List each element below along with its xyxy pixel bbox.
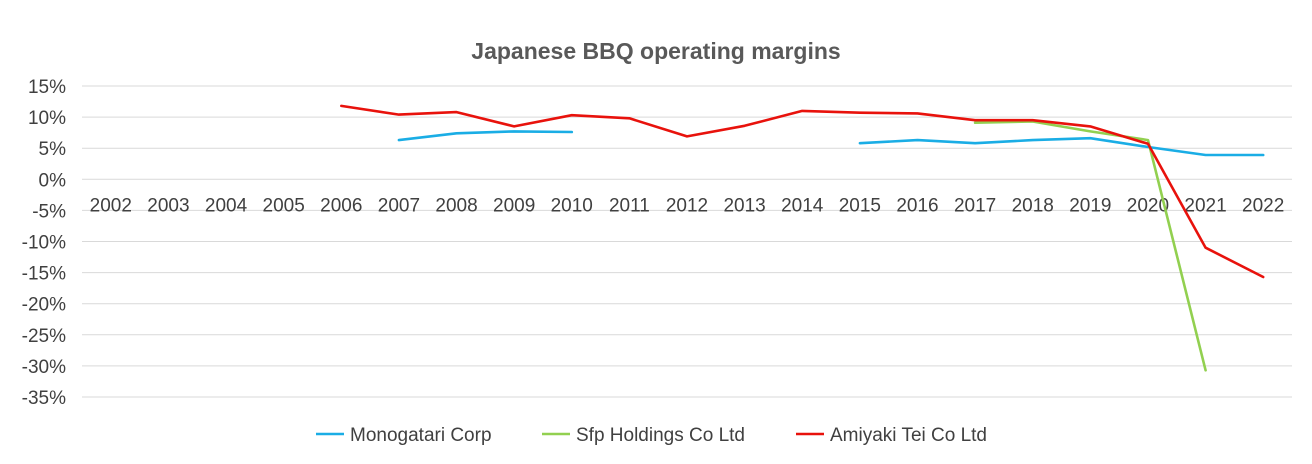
chart-title: Japanese BBQ operating margins — [471, 38, 840, 64]
x-tick-label: 2017 — [954, 195, 996, 216]
gridlines — [82, 85, 1292, 398]
x-tick-label: 2013 — [723, 195, 765, 216]
y-tick-label: -20% — [22, 295, 66, 316]
y-tick-label: -10% — [22, 233, 66, 254]
x-tick-label: 2018 — [1012, 195, 1054, 216]
y-tick-label: -15% — [22, 264, 66, 285]
series-line-1 — [858, 136, 1265, 157]
series-line-2 — [973, 120, 1207, 372]
x-tick-label: 2002 — [90, 195, 132, 216]
x-tick-label: 2010 — [551, 195, 593, 216]
x-tick-label: 2008 — [435, 195, 477, 216]
y-tick-label: -30% — [22, 357, 66, 378]
y-tick-label: 0% — [39, 170, 67, 191]
y-tick-label: 5% — [39, 139, 67, 160]
series-layer — [339, 104, 1265, 372]
x-tick-label: 2022 — [1242, 195, 1284, 216]
x-tick-label: 2020 — [1127, 195, 1169, 216]
legend-label: Sfp Holdings Co Ltd — [576, 425, 745, 446]
x-tick-label: 2004 — [205, 195, 248, 216]
legend-label: Amiyaki Tei Co Ltd — [830, 425, 987, 446]
series-line-3 — [339, 104, 1265, 279]
y-tick-label: -25% — [22, 326, 66, 347]
x-tick-label: 2009 — [493, 195, 535, 216]
x-axis: 2002 2003 2004 2005 2006 2007 2008 2009 2010 2011… — [90, 195, 1285, 216]
x-tick-label: 2014 — [781, 195, 824, 216]
legend: Monogatari Corp Sfp Holdings Co Ltd Amiyak… — [316, 425, 987, 446]
y-tick-label: -35% — [22, 388, 66, 409]
x-tick-label: 2005 — [263, 195, 305, 216]
y-tick-label: 10% — [28, 108, 66, 129]
x-tick-label: 2011 — [609, 195, 650, 216]
series-line-1 — [397, 130, 574, 142]
x-tick-label: 2003 — [147, 195, 189, 216]
x-tick-label: 2021 — [1184, 195, 1226, 216]
legend-label: Monogatari Corp — [350, 425, 492, 446]
x-tick-label: 2019 — [1069, 195, 1111, 216]
y-axis: 15% 10% 5% 0% -5% -10% -15% -20% -25% -30% -35% — [22, 77, 66, 409]
x-tick-label: 2016 — [896, 195, 938, 216]
y-tick-label: -5% — [32, 201, 66, 222]
y-tick-label: 15% — [28, 77, 66, 98]
x-tick-label: 2012 — [666, 195, 708, 216]
x-tick-label: 2015 — [839, 195, 881, 216]
x-tick-label: 2006 — [320, 195, 362, 216]
x-tick-label: 2007 — [378, 195, 420, 216]
